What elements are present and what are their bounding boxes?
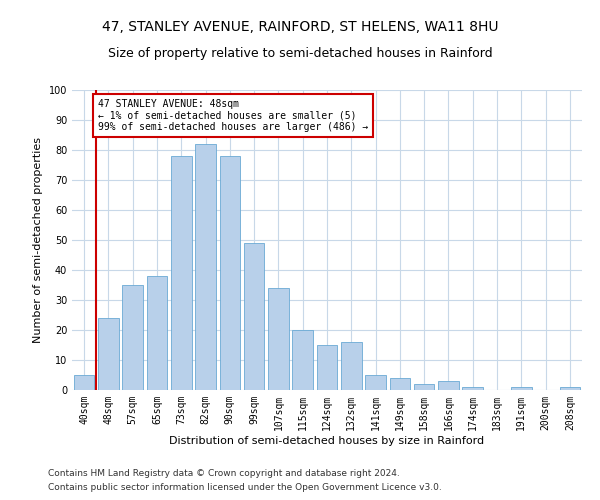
Y-axis label: Number of semi-detached properties: Number of semi-detached properties — [33, 137, 43, 343]
Bar — [511, 387, 532, 390]
Text: Contains HM Land Registry data © Crown copyright and database right 2024.: Contains HM Land Registry data © Crown c… — [48, 468, 400, 477]
Bar — [74, 375, 94, 390]
Bar — [463, 387, 483, 390]
Text: Contains public sector information licensed under the Open Government Licence v3: Contains public sector information licen… — [48, 484, 442, 492]
Text: Size of property relative to semi-detached houses in Rainford: Size of property relative to semi-detach… — [107, 48, 493, 60]
Bar — [244, 243, 265, 390]
Text: 47, STANLEY AVENUE, RAINFORD, ST HELENS, WA11 8HU: 47, STANLEY AVENUE, RAINFORD, ST HELENS,… — [102, 20, 498, 34]
Bar — [220, 156, 240, 390]
Bar — [317, 345, 337, 390]
Bar — [438, 381, 459, 390]
Bar — [292, 330, 313, 390]
Bar — [268, 288, 289, 390]
Text: 47 STANLEY AVENUE: 48sqm
← 1% of semi-detached houses are smaller (5)
99% of sem: 47 STANLEY AVENUE: 48sqm ← 1% of semi-de… — [98, 99, 368, 132]
Bar — [122, 285, 143, 390]
Bar — [195, 144, 216, 390]
Bar — [389, 378, 410, 390]
Bar — [146, 276, 167, 390]
Bar — [171, 156, 191, 390]
Bar — [341, 342, 362, 390]
Bar — [98, 318, 119, 390]
X-axis label: Distribution of semi-detached houses by size in Rainford: Distribution of semi-detached houses by … — [169, 436, 485, 446]
Bar — [560, 387, 580, 390]
Bar — [414, 384, 434, 390]
Bar — [365, 375, 386, 390]
